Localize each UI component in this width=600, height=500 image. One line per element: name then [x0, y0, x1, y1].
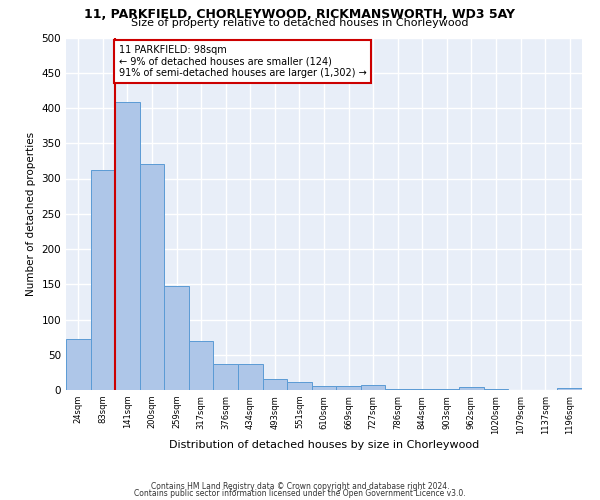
X-axis label: Distribution of detached houses by size in Chorleywood: Distribution of detached houses by size …	[169, 440, 479, 450]
Bar	[312, 386, 336, 390]
Bar	[66, 339, 91, 390]
Bar	[140, 164, 164, 390]
Text: Size of property relative to detached houses in Chorleywood: Size of property relative to detached ho…	[131, 18, 469, 28]
Bar	[385, 388, 410, 390]
Bar	[189, 340, 214, 390]
Y-axis label: Number of detached properties: Number of detached properties	[26, 132, 36, 296]
Bar	[557, 388, 582, 390]
Bar	[361, 385, 385, 390]
Bar	[410, 388, 434, 390]
Bar	[459, 387, 484, 390]
Bar	[214, 364, 238, 390]
Text: 11 PARKFIELD: 98sqm
← 9% of detached houses are smaller (124)
91% of semi-detach: 11 PARKFIELD: 98sqm ← 9% of detached hou…	[119, 44, 367, 78]
Bar	[238, 364, 263, 390]
Bar	[91, 170, 115, 390]
Bar	[434, 388, 459, 390]
Bar	[115, 102, 140, 390]
Text: 11, PARKFIELD, CHORLEYWOOD, RICKMANSWORTH, WD3 5AY: 11, PARKFIELD, CHORLEYWOOD, RICKMANSWORT…	[85, 8, 515, 20]
Bar	[263, 380, 287, 390]
Bar	[336, 386, 361, 390]
Text: Contains HM Land Registry data © Crown copyright and database right 2024.: Contains HM Land Registry data © Crown c…	[151, 482, 449, 491]
Text: Contains public sector information licensed under the Open Government Licence v3: Contains public sector information licen…	[134, 489, 466, 498]
Bar	[164, 286, 189, 390]
Bar	[287, 382, 312, 390]
